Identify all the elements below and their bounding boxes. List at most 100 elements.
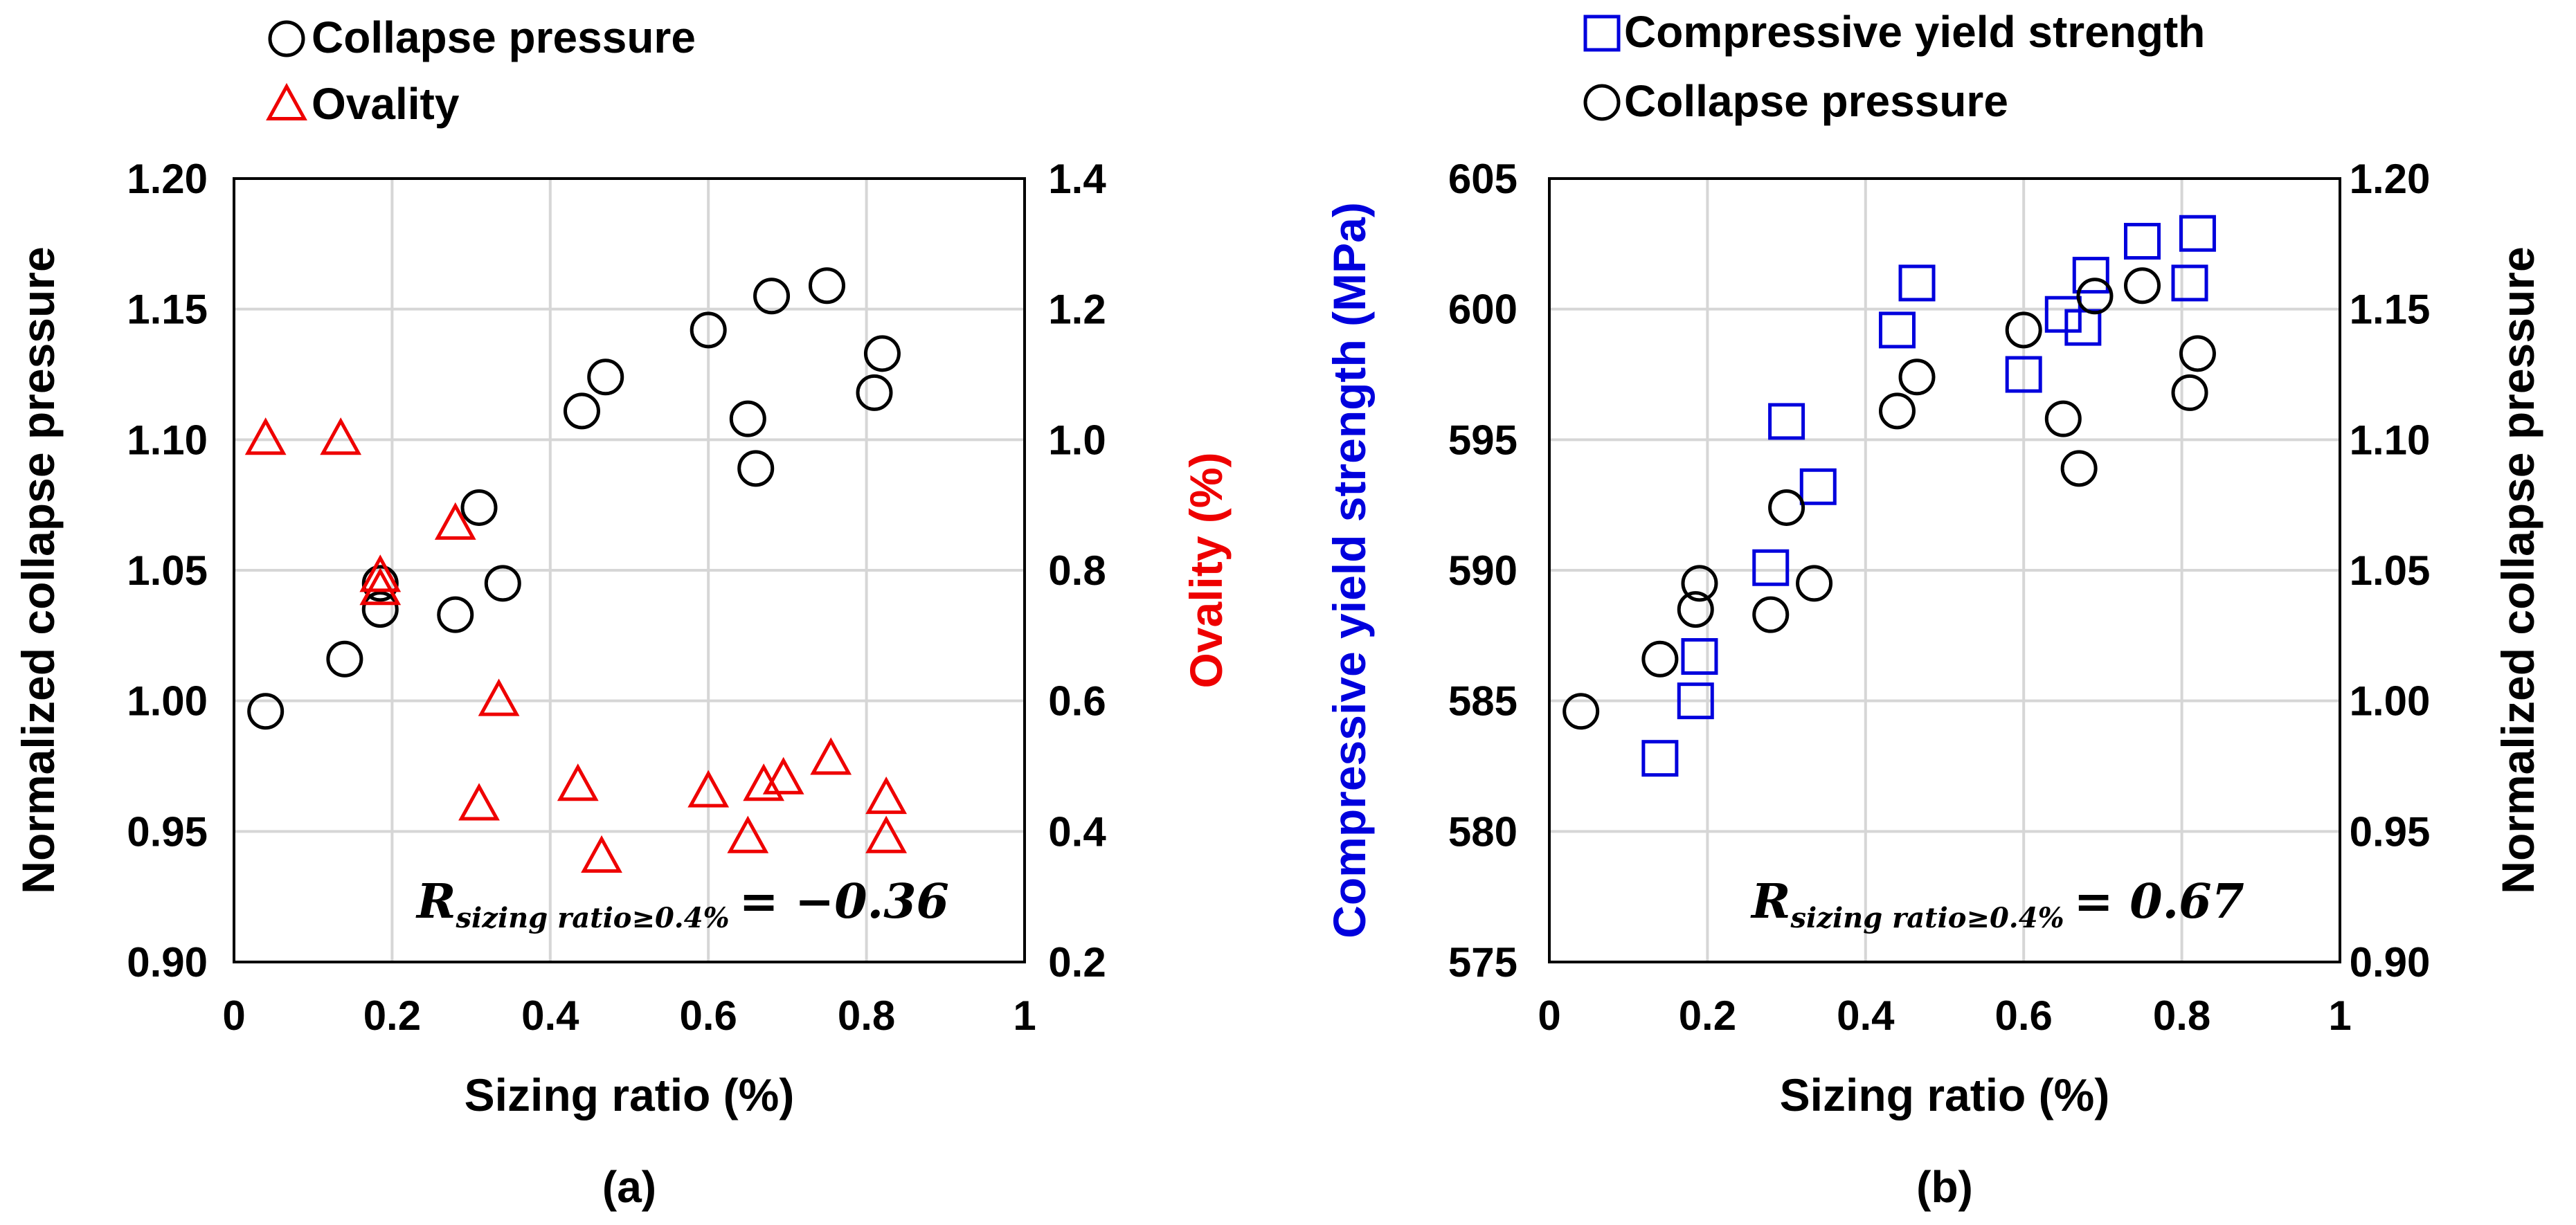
y-left-tick-label: 600 xyxy=(1448,287,1517,333)
data-point-triangle xyxy=(865,815,908,853)
y-right-tick-label: 0.4 xyxy=(1048,808,1106,855)
x-tick-label: 0 xyxy=(222,992,245,1039)
data-point-circle xyxy=(809,267,845,305)
correlation-annotation: Rsizing ratio≥0.4% = −0.36 xyxy=(415,874,949,934)
data-point-square xyxy=(2072,257,2109,294)
data-point-circle xyxy=(437,596,474,633)
plot-frame xyxy=(1548,177,2341,963)
correlation-subscript: sizing ratio≥0.4% xyxy=(1790,902,2064,934)
data-point-square xyxy=(2064,309,2102,346)
data-point-triangle xyxy=(478,678,520,716)
y-right-tick-label: 0.6 xyxy=(1048,678,1106,725)
data-point-triangle xyxy=(359,554,402,592)
y-left-tick-label: 575 xyxy=(1448,939,1517,986)
data-point-triangle xyxy=(810,737,852,775)
data-point-triangle xyxy=(244,417,287,455)
y-left-tick-label: 0.95 xyxy=(127,808,208,855)
x-tick-label: 0.8 xyxy=(838,992,895,1039)
data-point-square xyxy=(2179,215,2216,252)
y-right-tick-label: 0.8 xyxy=(1048,547,1106,594)
y-right-axis-title: Normalized collapse pressure xyxy=(2492,246,2543,893)
data-point-circle xyxy=(856,374,893,411)
correlation-value: = 0.67 xyxy=(2074,874,2244,929)
data-point-circle xyxy=(460,489,498,526)
data-point-circle xyxy=(729,400,766,437)
correlation-subscript: sizing ratio≥0.4% xyxy=(456,902,730,934)
data-point-triangle xyxy=(359,568,402,606)
data-point-circle xyxy=(2005,311,2042,349)
x-tick-label: 0.6 xyxy=(679,992,737,1039)
y-right-tick-label: 1.00 xyxy=(2350,678,2431,725)
data-point-circle xyxy=(1752,596,1790,633)
y-left-tick-label: 595 xyxy=(1448,417,1517,463)
chart-a: 0 0.2 0.4 0.6 0.8 1 0.90 0.95 1.00 1.05 1.10 1.15 1.… xyxy=(12,12,1232,1212)
data-point-square xyxy=(1799,468,1837,505)
legend-label: Compressive yield strength xyxy=(1624,7,2205,57)
legend-marker-square xyxy=(1583,15,1621,52)
y-left-tick-label: 1.05 xyxy=(127,547,208,594)
data-point-circle xyxy=(326,640,363,678)
data-point-triangle xyxy=(581,835,622,873)
x-tick-label: 0.8 xyxy=(2153,992,2210,1039)
data-point-triangle xyxy=(727,815,769,853)
series-collapse-pressure xyxy=(247,267,901,730)
data-point-circle xyxy=(2124,267,2161,305)
y-left-tick-label: 580 xyxy=(1448,808,1517,855)
y-left-tick-label: 1.00 xyxy=(127,678,208,725)
y-right-tick-label: 1.10 xyxy=(2350,417,2431,463)
data-point-triangle xyxy=(434,502,476,540)
data-point-circle xyxy=(1677,591,1714,628)
data-point-triangle xyxy=(458,783,500,821)
data-point-square xyxy=(2171,264,2208,302)
data-point-square xyxy=(2044,296,2082,333)
data-point-square xyxy=(2005,356,2042,393)
y-right-tick-label: 1.4 xyxy=(1048,156,1106,202)
data-point-circle xyxy=(2179,335,2216,372)
data-point-circle xyxy=(247,693,285,730)
y-right-tick-label: 1.15 xyxy=(2350,287,2431,333)
data-point-circle xyxy=(2044,400,2082,437)
data-point-triangle xyxy=(687,770,730,808)
data-point-circle xyxy=(587,359,624,396)
data-point-circle xyxy=(737,450,775,487)
data-point-triangle xyxy=(762,756,804,795)
plot-frame xyxy=(233,177,1026,963)
data-point-square xyxy=(1898,264,1936,302)
data-point-square xyxy=(2124,223,2161,260)
y-right-tick-label: 1.20 xyxy=(2350,156,2431,202)
correlation-annotation: Rsizing ratio≥0.4% = 0.67 xyxy=(1750,874,2244,934)
y-left-tick-label: 1.10 xyxy=(127,417,208,463)
y-left-tick-label: 590 xyxy=(1448,547,1517,594)
data-point-circle xyxy=(1796,565,1833,602)
data-point-circle xyxy=(361,591,399,628)
data-point-circle xyxy=(2171,374,2208,411)
chart-b: 0 0.2 0.4 0.6 0.8 1 575 580 585 590 595 600 605 0.90 0… xyxy=(1324,7,2543,1212)
data-point-circle xyxy=(1562,693,1600,730)
x-tick-label: 0.4 xyxy=(521,992,579,1039)
legend-marker-circle xyxy=(1583,84,1621,121)
x-tick-label: 0.6 xyxy=(1994,992,2052,1039)
y-right-tick-label: 1.05 xyxy=(2350,547,2431,594)
y-left-tick-label: 585 xyxy=(1448,678,1517,725)
y-right-axis-title: Ovality (%) xyxy=(1180,452,1232,688)
data-point-circle xyxy=(2076,278,2114,315)
legend-label: Ovality xyxy=(312,79,460,129)
y-right-tick-label: 0.2 xyxy=(1048,939,1106,986)
panel-label: (a) xyxy=(602,1162,656,1212)
correlation-symbol: R xyxy=(1750,874,1791,929)
data-point-triangle xyxy=(320,417,362,455)
y-left-axis-title: Normalized collapse pressure xyxy=(12,246,64,893)
x-tick-label: 0 xyxy=(1538,992,1560,1039)
correlation-value: = −0.36 xyxy=(739,874,949,929)
legend-label: Collapse pressure xyxy=(1624,76,2008,126)
panel-label: (b) xyxy=(1916,1162,1973,1212)
data-point-circle xyxy=(563,392,600,430)
x-tick-label: 1 xyxy=(1013,992,1036,1039)
data-point-square xyxy=(1878,311,1916,349)
data-point-square xyxy=(1641,740,1679,777)
y-left-tick-label: 1.20 xyxy=(127,156,208,202)
y-right-tick-label: 1.2 xyxy=(1048,287,1106,333)
data-point-circle xyxy=(1768,489,1805,526)
data-point-circle xyxy=(753,278,791,315)
